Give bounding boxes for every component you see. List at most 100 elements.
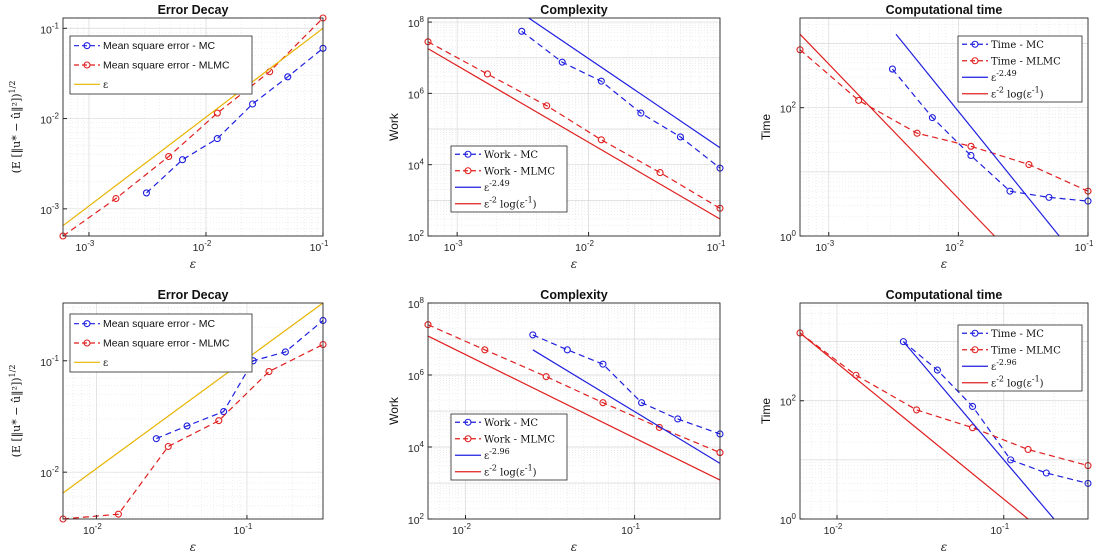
data-point-mc [676, 133, 684, 141]
data-point-mlmc [967, 142, 975, 150]
series-line-mcref [895, 33, 1060, 237]
legend-label: Time - MLMC [991, 56, 1061, 67]
chart-panel-2: 10-3 10-2 10-1 102 104 106 108 Complexity ε Work W… [387, 3, 726, 271]
legend: Mean square error - MC Mean square error … [69, 313, 253, 373]
legend-marker-mlmc [83, 339, 91, 347]
data-point-mc [899, 338, 907, 346]
data-point-mc [888, 65, 896, 73]
series-line-mlmcref [799, 33, 995, 237]
legend-marker-mc [83, 42, 91, 50]
x-axis-label: ε [941, 257, 947, 271]
chart-title: Error Decay [158, 288, 229, 302]
series-line-mcref [902, 341, 1055, 520]
legend-box [69, 313, 253, 373]
legend-label: ε-2.96​ [991, 358, 1017, 373]
data-point-mlmc [913, 129, 921, 137]
y-tick-label: 100 [780, 512, 797, 527]
data-point-mc [637, 109, 645, 117]
data-point-mc [284, 73, 292, 81]
x-tick-label: 10-2 [452, 522, 471, 537]
data-point-mc [183, 422, 191, 430]
y-axis-label: (E [‖u* − û‖²])1/2​ [8, 365, 24, 458]
series-group [424, 321, 724, 481]
x-tick-label: 10-2 [193, 239, 212, 254]
legend-label: Work - MC [484, 150, 538, 161]
legend-box [450, 413, 568, 481]
legend-box [450, 145, 568, 213]
legend-label: Mean square error - MLMC [103, 60, 230, 72]
data-point-mc [248, 100, 257, 108]
chart-panel-6: 10-2 10-1 100 102 Computational time ε Time Tim… [759, 288, 1092, 554]
legend-label: ε [103, 80, 108, 91]
data-point-mc [1006, 187, 1014, 195]
y-tick-label: 108 [408, 15, 425, 30]
data-point-mc [1007, 456, 1015, 464]
x-axis-label: ε [190, 257, 196, 271]
legend-label: ε-2​ log(ε-1​) [484, 463, 537, 478]
legend-label: Mean square error - MLMC [103, 338, 230, 350]
data-point-mc [558, 58, 566, 66]
legend-label: ε-2​ log(ε-1​) [484, 195, 537, 210]
legend-label: Time - MC [991, 40, 1044, 51]
data-point-mlmc [656, 169, 664, 177]
legend-marker-mlmc [464, 167, 472, 175]
data-point-mlmc [597, 136, 605, 144]
y-tick-label: 106 [408, 368, 425, 383]
legend-marker-mc [971, 40, 979, 48]
data-point-mc [281, 348, 289, 356]
data-point-mc [674, 415, 682, 423]
chart-panel-3: 10-3 10-2 10-1 100 102 Computational time ε Tim… [759, 3, 1094, 271]
legend-marker-mlmc [464, 435, 472, 443]
series-line-mc [156, 320, 324, 440]
legend-label: Time - MLMC [991, 345, 1061, 356]
legend-label: ε-2​ log(ε-1​) [991, 374, 1044, 389]
legend-label: ε-2.96​ [484, 447, 510, 462]
data-point-mlmc [112, 194, 120, 203]
data-point-mlmc [265, 368, 273, 376]
legend: Time - MC Time - MLMC ε-2.96​ε-2​ log(ε-1​… [957, 324, 1083, 392]
data-point-mlmc [114, 510, 122, 518]
x-tick-label: 10-2 [945, 239, 964, 254]
data-point-mlmc [599, 399, 607, 407]
y-tick-label: 102 [408, 229, 425, 244]
data-point-mc [178, 156, 187, 164]
legend: Work - MC Work - MLMC ε-2.96​ε-2​ log(ε-1​… [450, 413, 568, 481]
data-point-mc [597, 77, 605, 85]
y-tick-label: 10-1 [40, 21, 59, 36]
data-point-mc [518, 27, 526, 35]
y-tick-label: 102 [408, 512, 425, 527]
x-tick-label: 10-1 [234, 522, 253, 537]
series-group [796, 33, 1092, 237]
y-tick-label: 10-2 [40, 112, 59, 127]
data-point-mc [638, 399, 646, 407]
data-point-mc [1042, 469, 1050, 477]
axes-box [799, 17, 1089, 237]
x-tick-label: 10-1 [1075, 239, 1094, 254]
series-line-mc [521, 30, 721, 169]
legend-marker-mc [464, 418, 472, 426]
legend-marker-mc [971, 329, 979, 337]
series-line-eps [62, 27, 324, 227]
data-point-mc [599, 360, 607, 368]
x-tick-label: 10-1 [310, 239, 329, 254]
legend: Work - MC Work - MLMC ε-2.49​ε-2​ log(ε-1​… [450, 145, 568, 213]
axes-box [62, 17, 324, 237]
axes-box [62, 302, 324, 520]
data-point-mlmc [215, 417, 223, 425]
data-point-mlmc [1024, 445, 1032, 454]
y-tick-label: 106 [408, 86, 425, 101]
axes-box [799, 302, 1089, 520]
legend-marker-mlmc [971, 57, 979, 65]
chart-title: Complexity [540, 288, 607, 302]
legend-box [69, 35, 253, 95]
chart-title: Computational time [886, 3, 1003, 17]
x-tick-label: 10-2 [83, 522, 102, 537]
data-point-mc [213, 135, 221, 143]
x-tick-label: 10-2 [575, 239, 594, 254]
data-point-mc [563, 346, 571, 354]
data-point-mc [1045, 193, 1053, 201]
data-point-mc [967, 151, 975, 160]
legend-marker-mlmc [83, 61, 91, 69]
data-point-mlmc [913, 406, 921, 414]
